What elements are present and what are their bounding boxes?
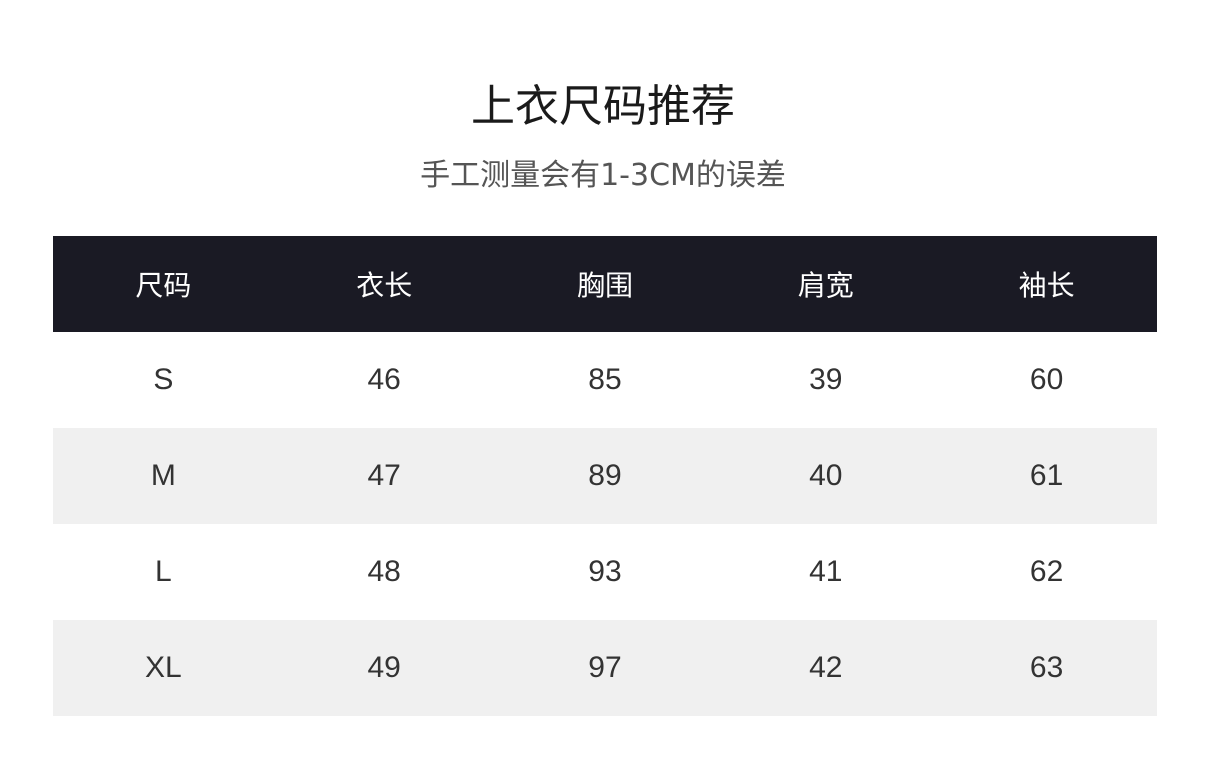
header-cell: 肩宽 [797,269,854,302]
table-cell: M [150,459,176,492]
table-cell: L [155,555,172,588]
page-subtitle: 手工测量会有1-3CM的误差 [420,158,786,193]
table-cell: 85 [588,363,622,396]
table-header-row: 尺码 衣长 胸围 肩宽 袖长 [53,236,1157,332]
table-cell: 39 [809,363,843,396]
table-row: L 48 93 41 62 [53,524,1157,620]
table-cell: 97 [588,651,622,684]
table-cell: 61 [1029,459,1064,492]
table-row: XL 49 97 42 63 [53,620,1157,716]
table-cell: 46 [367,363,401,396]
header-cell: 胸围 [576,269,633,302]
table-cell: 47 [367,459,401,492]
table-cell: 40 [809,459,843,492]
header-cell: 尺码 [135,269,192,302]
table-row: M 47 89 40 61 [53,428,1157,524]
table-row: S 46 85 39 60 [53,332,1157,428]
table-cell: 63 [1029,651,1064,684]
table-cell: 49 [367,651,401,684]
table-cell: XL [145,651,182,684]
header-cell: 衣长 [356,269,413,302]
table-cell: 89 [588,459,622,492]
header-cell: 袖长 [1018,269,1075,302]
size-table: 尺码 衣长 胸围 肩宽 袖长 S 46 85 39 60 M 47 89 40 61 L 48 93 41… [53,236,1157,716]
page-title: 上衣尺码推荐 [471,81,735,132]
table-cell: 93 [588,555,622,588]
table-cell: 62 [1029,555,1064,588]
table-cell: 60 [1029,363,1064,396]
table-cell: 48 [367,555,401,588]
table-cell: 42 [809,651,843,684]
table-cell: S [153,363,174,396]
table-cell: 41 [809,555,843,588]
